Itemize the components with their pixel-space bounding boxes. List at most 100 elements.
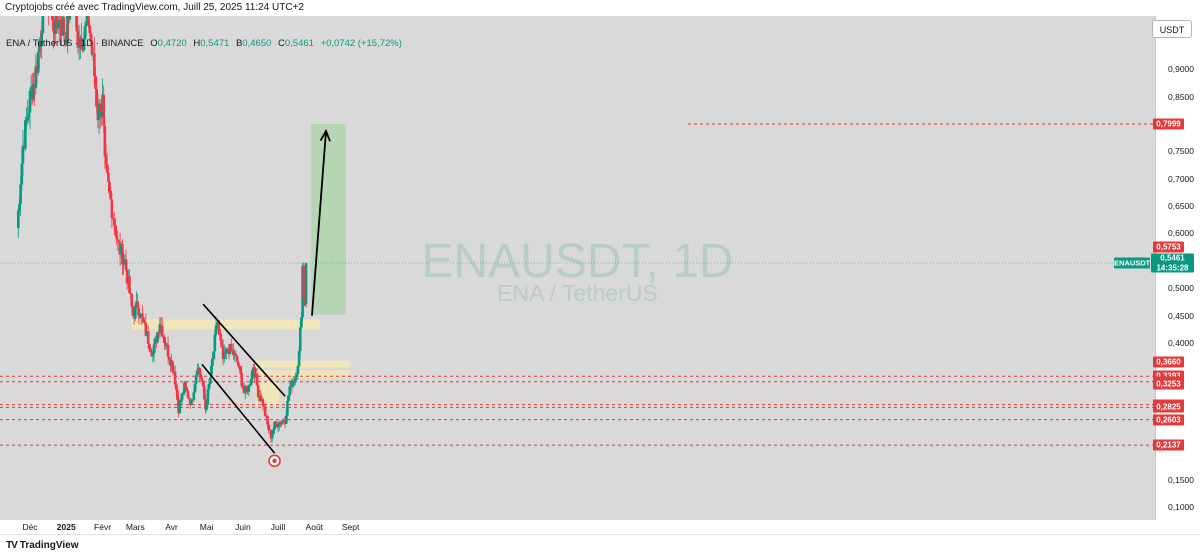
- candle-body: [174, 384, 178, 390]
- trendline: [201, 363, 276, 454]
- candle-body: [232, 350, 235, 356]
- tradingview-logo[interactable]: TV TradingView: [6, 540, 79, 551]
- candle-body: [142, 317, 145, 322]
- price-tick-label: 0,7000: [1168, 173, 1194, 184]
- candle-body: [152, 344, 156, 354]
- candle-body: [55, 16, 59, 23]
- candle-body: [21, 145, 25, 164]
- supply-zone: [131, 319, 321, 330]
- candle-body: [282, 420, 286, 422]
- legend-symbol: ENA / TetherUS · 1D · BINANCE: [6, 38, 144, 49]
- target-marker-center: [272, 458, 277, 464]
- candle-body: [38, 45, 41, 52]
- candle-body: [68, 16, 72, 20]
- candle-body: [236, 362, 240, 366]
- candle-body: [54, 16, 58, 34]
- candle-body: [190, 399, 193, 405]
- candle-body: [198, 367, 201, 374]
- candle-body: [229, 343, 233, 351]
- footer: TV TradingView: [0, 534, 1200, 556]
- candle-body: [247, 385, 251, 392]
- candle-body: [187, 397, 191, 400]
- current-price-value: 0,5461: [1160, 253, 1185, 263]
- candle-body: [110, 199, 114, 219]
- candle-body: [131, 306, 135, 317]
- candle-body: [276, 425, 280, 428]
- candle-body: [275, 423, 279, 428]
- watermark-symbol: ENAUSDT, 1D: [421, 235, 734, 288]
- candle-body: [121, 244, 124, 265]
- candle-body: [104, 156, 108, 165]
- candle-body: [114, 225, 117, 236]
- tradingview-brand: TradingView: [19, 540, 79, 551]
- close-label: C: [277, 38, 285, 49]
- candle-body: [220, 340, 224, 347]
- price-tick-label: 0,9000: [1168, 64, 1194, 75]
- candle-body: [267, 424, 270, 430]
- candlestick-chart[interactable]: [0, 16, 1155, 520]
- candle-body: [200, 378, 204, 381]
- candle-body: [63, 32, 67, 35]
- candle-body: [89, 32, 93, 42]
- candle-body: [26, 116, 29, 120]
- candle-body: [115, 235, 118, 240]
- candle-body: [272, 429, 275, 434]
- candle-body: [212, 351, 215, 359]
- candle-body: [270, 433, 274, 439]
- time-tick-label: Févr: [94, 522, 112, 532]
- candle-body: [176, 389, 179, 401]
- candle-body: [76, 31, 80, 48]
- time-tick-label: Avr: [165, 522, 178, 532]
- candle-body: [151, 353, 155, 357]
- candle-body: [185, 387, 189, 391]
- price-tick-label: 0,8500: [1168, 91, 1194, 102]
- candle-body: [291, 381, 295, 387]
- price-tick-label: 0,6000: [1168, 228, 1194, 239]
- candle-body: [286, 401, 289, 416]
- chart-attribution: Cryptojobs créé avec TradingView.com, Ju…: [0, 0, 1200, 16]
- candle-body: [146, 331, 150, 344]
- low-label: B: [235, 38, 243, 49]
- candle-body: [273, 421, 276, 430]
- candle-body: [196, 370, 199, 375]
- candle-body: [80, 37, 83, 50]
- candle-body: [158, 324, 162, 333]
- time-tick-label: Juin: [235, 522, 251, 532]
- time-axis[interactable]: Déc 2025 Févr Mars Avr Mai Juin Juill Août Sept: [0, 520, 1155, 534]
- countdown-timer: 14:35:28: [1156, 263, 1189, 272]
- candle-body: [149, 349, 152, 353]
- candle-body: [112, 218, 116, 226]
- candle-body: [213, 334, 217, 352]
- candle-body: [280, 422, 283, 425]
- candle-body: [263, 406, 267, 416]
- candle-body: [88, 25, 91, 33]
- candle-body: [141, 313, 144, 318]
- time-tick-label: Sept: [341, 522, 360, 532]
- candle-body: [82, 39, 86, 51]
- currency-button[interactable]: USDT: [1152, 20, 1192, 38]
- candle-body: [32, 83, 35, 100]
- candle-body: [293, 381, 296, 383]
- candle-body: [192, 392, 196, 400]
- candle-body: [284, 415, 288, 424]
- supply-zone: [255, 370, 350, 379]
- candle-body: [62, 17, 66, 33]
- candle-body: [134, 305, 137, 319]
- open-label: O: [150, 38, 158, 49]
- candle-body: [288, 386, 292, 396]
- candle-body: [261, 399, 265, 406]
- candle-body: [207, 384, 211, 390]
- candle-body: [129, 292, 132, 295]
- candle-body: [77, 44, 81, 48]
- candle-body: [166, 344, 170, 357]
- candle-body: [219, 333, 223, 341]
- candle-body: [156, 332, 159, 343]
- time-tick-label: 2025: [56, 522, 76, 532]
- candle-body: [41, 16, 45, 34]
- candle-body: [59, 19, 62, 29]
- candle-body: [235, 356, 239, 363]
- candle-body: [93, 53, 96, 77]
- price-tick-label: 0,4000: [1168, 338, 1194, 349]
- chart-plot-area[interactable]: ENAUSDT, 1D ENA / TetherUS ENA / TetherU…: [0, 16, 1155, 520]
- candle-body: [117, 240, 121, 243]
